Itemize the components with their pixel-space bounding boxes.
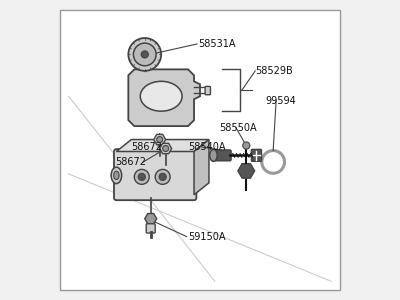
Text: 58550A: 58550A xyxy=(220,123,257,133)
Text: 58529B: 58529B xyxy=(255,66,293,76)
Circle shape xyxy=(138,173,145,181)
Text: 58540A: 58540A xyxy=(188,142,226,152)
Circle shape xyxy=(243,142,250,149)
Circle shape xyxy=(141,51,148,58)
Circle shape xyxy=(157,136,163,142)
FancyBboxPatch shape xyxy=(251,149,262,161)
Circle shape xyxy=(159,173,166,181)
Circle shape xyxy=(134,43,156,66)
Ellipse shape xyxy=(210,149,217,161)
FancyBboxPatch shape xyxy=(146,224,155,233)
Polygon shape xyxy=(128,69,200,126)
Text: 58672: 58672 xyxy=(115,157,146,167)
Circle shape xyxy=(262,151,284,173)
Ellipse shape xyxy=(114,171,119,180)
Text: 99594: 99594 xyxy=(266,96,296,106)
Polygon shape xyxy=(116,140,209,152)
Text: 58672: 58672 xyxy=(131,142,162,152)
Text: 58531A: 58531A xyxy=(198,39,236,49)
FancyBboxPatch shape xyxy=(205,86,210,95)
Circle shape xyxy=(155,169,170,184)
Polygon shape xyxy=(194,140,209,195)
Ellipse shape xyxy=(111,167,122,184)
Circle shape xyxy=(134,169,149,184)
Text: 59150A: 59150A xyxy=(188,232,226,242)
Ellipse shape xyxy=(140,81,182,111)
FancyBboxPatch shape xyxy=(114,149,196,200)
Circle shape xyxy=(128,38,161,71)
Circle shape xyxy=(163,146,169,152)
FancyBboxPatch shape xyxy=(212,150,231,161)
FancyBboxPatch shape xyxy=(60,10,340,290)
